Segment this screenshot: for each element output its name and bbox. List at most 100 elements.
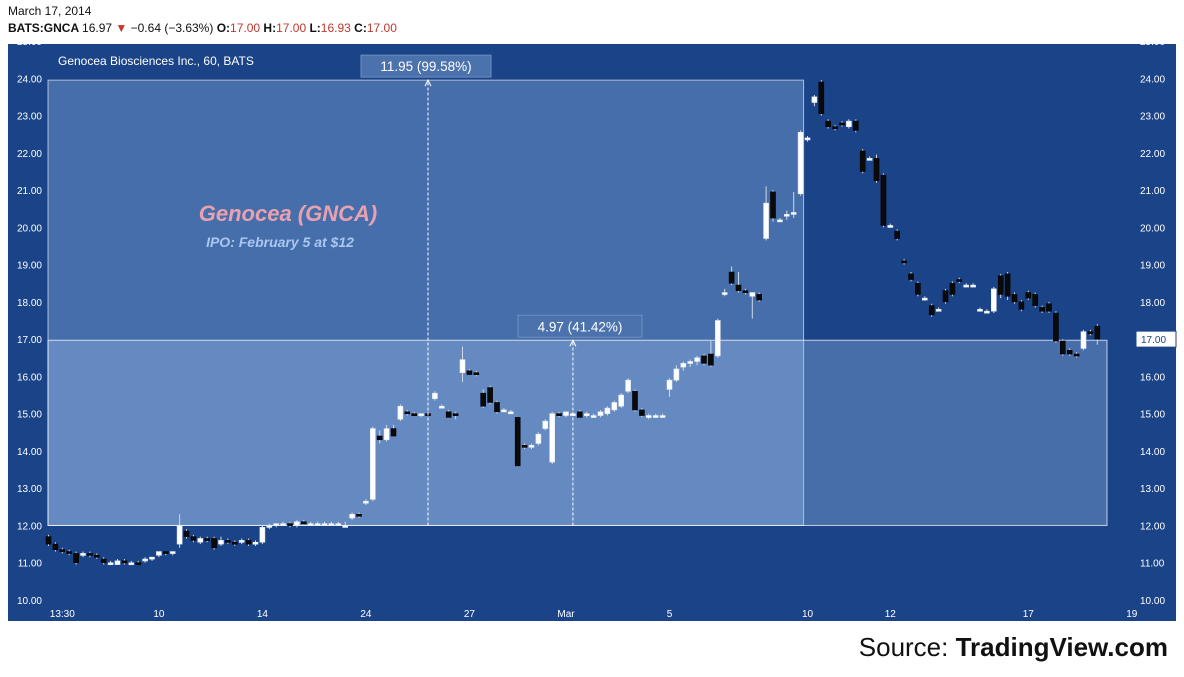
- open-value: 17.00: [230, 21, 261, 35]
- y-tick-right: 20.00: [1140, 223, 1165, 234]
- measure-label: 4.97 (41.42%): [538, 319, 623, 334]
- candle-up: [984, 310, 990, 314]
- y-tick-right: 13.00: [1140, 484, 1165, 495]
- candle-up: [804, 137, 811, 141]
- measure-zone-ipo-current: [47, 339, 1108, 526]
- candle-down: [770, 191, 776, 219]
- candle-up: [266, 525, 273, 528]
- candle-down: [873, 158, 880, 182]
- last-price: 16.97: [82, 21, 113, 35]
- candle-up: [583, 413, 590, 416]
- candle-up: [887, 225, 894, 228]
- candle-up: [314, 523, 321, 526]
- candle-up: [335, 523, 342, 526]
- low-value: 16.93: [320, 21, 351, 35]
- candle-down: [1046, 303, 1052, 312]
- y-tick-left: 19.00: [17, 261, 42, 272]
- candle-up: [149, 556, 155, 560]
- y-tick-left: 21.00: [17, 186, 42, 197]
- y-tick-right: 19.00: [1140, 261, 1165, 272]
- candle-down: [1039, 307, 1045, 312]
- candle-up: [790, 212, 797, 215]
- candle-up: [459, 359, 466, 373]
- candle-up: [280, 523, 286, 526]
- price-chart[interactable]: 10.00 10.00 11.00 11.00 12.00 12.00 13.00 13.00…: [0, 0, 1184, 630]
- y-tick-right: 21.00: [1140, 186, 1165, 197]
- candle-down: [639, 409, 645, 416]
- candle-down: [466, 370, 473, 375]
- measure-arrow-head: [569, 339, 577, 347]
- y-tick-left: 18.00: [17, 298, 42, 309]
- candle-up: [935, 309, 942, 312]
- y-tick-right: 15.00: [1140, 410, 1165, 421]
- candle-down: [928, 305, 935, 316]
- measure-arrow-head: [424, 79, 432, 87]
- candle-up: [783, 213, 790, 217]
- candle-up: [397, 405, 404, 420]
- current-price-label: 17.00: [1141, 335, 1166, 346]
- candle-down: [1011, 294, 1018, 303]
- candle-up: [432, 392, 438, 400]
- y-tick-left: 11.00: [18, 559, 43, 570]
- candle-down: [190, 536, 197, 541]
- y-tick-right: 10.00: [1140, 596, 1165, 607]
- y-tick-right: 18.00: [1140, 298, 1165, 309]
- candle-down: [287, 523, 293, 526]
- candle-up: [80, 553, 86, 556]
- y-tick-left: 12.00: [17, 521, 42, 532]
- candle-up: [611, 402, 618, 411]
- candle-up: [597, 411, 604, 416]
- candle-up: [342, 525, 349, 528]
- candle-down: [52, 543, 59, 550]
- candle-down: [576, 411, 583, 418]
- candle-up: [169, 551, 176, 554]
- candle-up: [811, 96, 818, 103]
- candle-up: [294, 521, 300, 526]
- candle-down: [211, 538, 217, 549]
- candle-up: [618, 394, 625, 407]
- left-axis: [8, 44, 46, 603]
- candle-up: [528, 445, 535, 448]
- candle-up: [418, 413, 424, 416]
- x-tick-label: 17: [1023, 609, 1035, 620]
- candle-up: [749, 292, 756, 297]
- high-value: 17.00: [276, 21, 307, 35]
- candle-down: [880, 174, 887, 226]
- candle-down: [818, 81, 825, 114]
- source-brand[interactable]: TradingView.com: [955, 632, 1168, 662]
- candle-down: [163, 551, 169, 554]
- candle-down: [701, 355, 707, 364]
- y-tick-left: 20.00: [17, 223, 42, 234]
- time-axis: [8, 603, 1176, 621]
- candle-down: [742, 290, 749, 293]
- candle-down: [949, 282, 956, 295]
- candle-down: [487, 387, 493, 403]
- candle-down: [73, 553, 79, 564]
- candle-up: [107, 562, 114, 566]
- quote-line: BATS:GNCA 16.97 ▼ −0.64 (−3.63%) O:17.00…: [8, 21, 397, 35]
- symbol-label: BATS:GNCA: [8, 21, 79, 35]
- candle-up: [777, 219, 783, 223]
- candle-up: [990, 288, 997, 312]
- candle-up: [349, 513, 355, 519]
- x-tick-label: 5: [667, 609, 673, 620]
- candle-up: [797, 132, 804, 195]
- candle-down: [100, 558, 107, 564]
- candle-down: [832, 126, 838, 130]
- candle-up: [590, 415, 597, 418]
- candle-up: [645, 415, 652, 418]
- candle-down: [915, 282, 921, 295]
- candle-up: [694, 357, 700, 362]
- series-label: Genocea Biosciences Inc., 60, BATS: [58, 54, 254, 68]
- candle-up: [259, 527, 266, 543]
- candle-down: [1087, 331, 1094, 334]
- candle-up: [549, 413, 556, 463]
- candle-down: [901, 260, 907, 264]
- y-tick-left: 22.00: [17, 149, 42, 160]
- x-tick-label: 19: [1126, 609, 1138, 620]
- candle-down: [404, 411, 411, 415]
- y-tick-left: 14.00: [17, 447, 42, 458]
- candle-up: [321, 523, 328, 526]
- candle-down: [1094, 325, 1101, 340]
- candle-up: [963, 284, 970, 288]
